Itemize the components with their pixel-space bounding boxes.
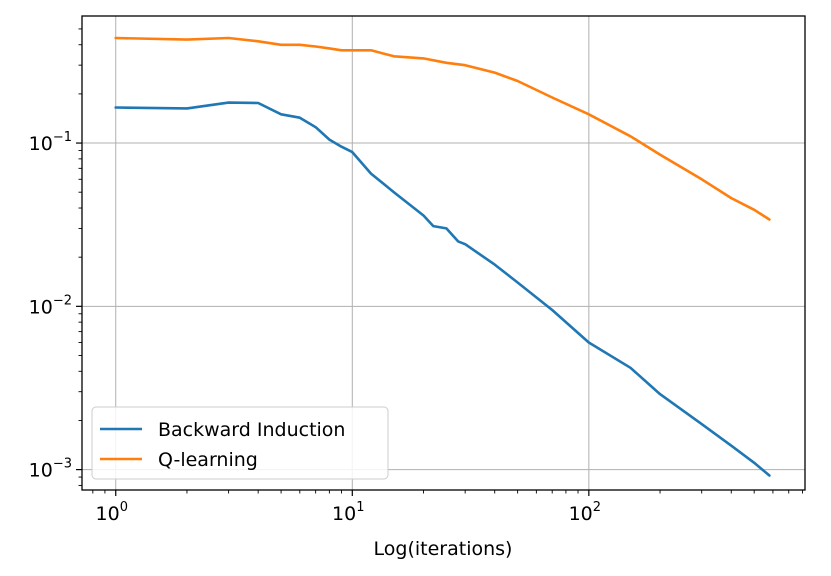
axis-ticks: 100 101 102 10−1 10−2 10−3 <box>29 28 803 525</box>
y-tick-label: 10−2 <box>29 293 72 318</box>
series-lines <box>114 36 771 477</box>
legend-label: Backward Induction <box>158 419 345 441</box>
y-tick-label: 10−1 <box>29 130 72 155</box>
legend: Backward Induction Q-learning <box>91 406 389 480</box>
y-tick-label: 10−3 <box>29 457 72 482</box>
x-axis-label: Log(iterations) <box>374 538 513 560</box>
series-line-q-learning <box>114 36 771 221</box>
x-tick-label: 102 <box>569 500 601 525</box>
legend-box <box>91 406 389 480</box>
plot-frame <box>81 15 806 491</box>
x-tick-label: 101 <box>332 500 364 525</box>
legend-label: Q-learning <box>158 449 258 471</box>
series-line-backward-induction <box>114 101 771 477</box>
x-tick-label: 100 <box>96 500 128 525</box>
